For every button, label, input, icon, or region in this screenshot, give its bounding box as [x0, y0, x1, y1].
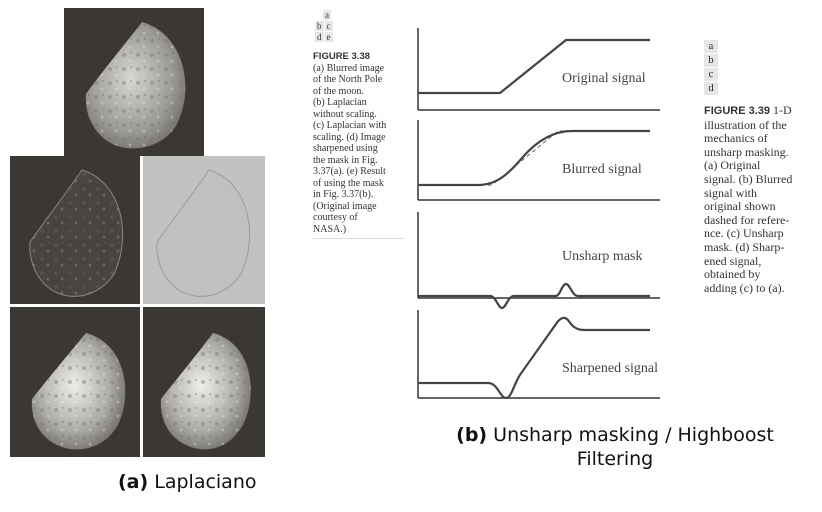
caption-line: obtained by: [704, 267, 761, 282]
panel-letter: d: [704, 82, 718, 95]
caption-line: (b) Laplacian: [313, 97, 367, 108]
caption-line: of using the mask: [313, 177, 384, 189]
fig38-caption-text: (a) Blurred image of the North Pole of the…: [313, 63, 405, 236]
fig39-caption: FIGURE 3.39 1-D illustration of the mecha…: [704, 103, 814, 296]
grid-cell: e: [324, 32, 333, 42]
grid-cell: b: [315, 21, 324, 31]
caption-line: of the moon.: [313, 85, 364, 97]
caption-line: NASA.): [313, 223, 347, 235]
moon-panel-e: [143, 307, 265, 457]
caption-line: without scaling.: [313, 108, 377, 120]
caption-line: (c) Laplacian with: [313, 120, 387, 131]
fig39-title: FIGURE 3.39: [704, 105, 771, 117]
grid-cell: c: [324, 21, 333, 31]
panel-letter: a: [704, 40, 718, 53]
caption-line: nce. (c) Unsharp: [704, 226, 784, 241]
caption-line: unsharp masking.: [704, 144, 789, 159]
panel-letter: b: [704, 54, 718, 67]
fig38-title: FIGURE 3.38: [313, 51, 371, 62]
caption-line: 3.37(a). (e) Result: [313, 166, 386, 177]
caption-line: signal. (b) Blurred: [704, 171, 793, 186]
laplacian-edges-image: [29, 169, 124, 297]
caption-line: (Original image: [313, 200, 377, 212]
unsharp-mask-line: [418, 282, 650, 310]
sharpened-signal-panel: Sharpened signal: [417, 310, 660, 400]
caption-a-letter: (a): [118, 471, 149, 493]
caption-line: illustration of the: [704, 117, 787, 132]
moon-sharpened-image: [31, 333, 126, 450]
caption-line: scaling. (d) Image: [313, 131, 386, 143]
moon-sharpened-image: [160, 333, 251, 450]
original-signal-line: [418, 38, 650, 95]
fig38-caption: FIGURE 3.38 (a) Blurred image of the Nort…: [313, 51, 405, 239]
sharpened-signal-line: [418, 316, 650, 400]
caption-line: dashed for refere-: [704, 212, 790, 227]
caption-line: (a) Original: [704, 158, 761, 173]
caption-line: signal with: [704, 185, 757, 200]
caption-line: ened signal,: [704, 253, 762, 268]
caption-b-letter: (b): [456, 424, 488, 446]
fig39-title-rest: 1-D: [773, 103, 792, 117]
laplacian-scaled-image: [143, 156, 265, 304]
grid-cell: d: [315, 32, 324, 42]
caption-line: of the North Pole: [313, 74, 383, 85]
caption-line: the mask in Fig.: [313, 154, 378, 166]
caption-line: sharpened using: [313, 143, 378, 154]
caption-line: original shown: [704, 199, 776, 214]
moon-panel-d: [10, 307, 140, 457]
blurred-signal-label: Blurred signal: [562, 162, 642, 177]
grid-cell: a: [323, 10, 331, 20]
sharpened-signal-label: Sharpened signal: [562, 361, 658, 376]
moon-panel-c: [143, 156, 265, 304]
unsharp-mask-panel: Unsharp mask: [417, 212, 660, 310]
moon-panel-b: [10, 156, 140, 304]
panel-letter: c: [704, 68, 718, 81]
moon-image: [85, 22, 186, 149]
blurred-signal-panel: Blurred signal: [417, 120, 660, 201]
caption-line: (a) Blurred image: [313, 62, 385, 74]
caption-line: adding (c) to (a).: [704, 280, 785, 295]
caption-line: courtesy of: [313, 212, 358, 223]
caption-line: in Fig. 3.37(b).: [313, 189, 374, 200]
caption-line: mechanics of: [704, 131, 768, 146]
original-signal-panel: Original signal: [417, 28, 660, 111]
unsharp-mask-label: Unsharp mask: [562, 249, 643, 264]
divider: [313, 238, 405, 239]
caption-line: mask. (d) Sharp-: [704, 239, 785, 254]
caption-a-text: Laplaciano: [154, 471, 257, 493]
original-signal-label: Original signal: [562, 71, 646, 86]
caption-b-line1: Unsharp masking / Highboost: [493, 424, 774, 446]
fig39-letters: a b c d: [704, 40, 718, 96]
caption-b-line2: Filtering: [576, 448, 654, 470]
caption-a: (a) Laplaciano: [118, 471, 257, 493]
fig39-caption-text: illustration of the mechanics of unsharp m…: [704, 117, 814, 296]
caption-b: (b) Unsharp masking / Highboost Filterin…: [430, 423, 800, 471]
moon-panel-a: [64, 8, 204, 156]
blurred-signal-line: [418, 129, 650, 187]
